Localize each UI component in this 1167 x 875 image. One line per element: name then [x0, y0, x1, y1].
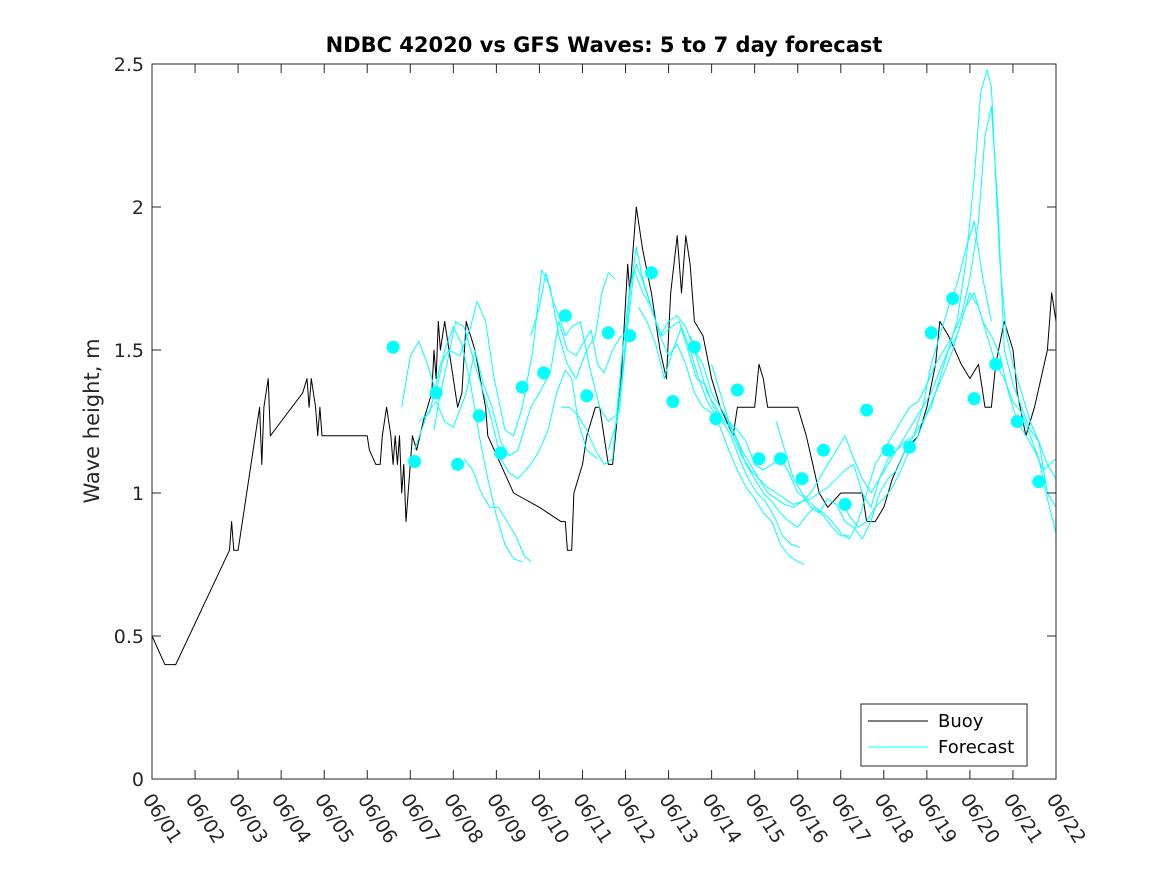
forecast-marker-19 — [774, 452, 787, 466]
plot-background — [152, 64, 1056, 779]
x-tick-label: 06/14 — [697, 790, 745, 848]
y-tick-label: 2 — [132, 197, 144, 219]
legend-label-buoy: Buoy — [938, 711, 984, 732]
forecast-line-11 — [711, 106, 1057, 540]
forecast-marker-10 — [580, 389, 594, 403]
series-layer — [151, 69, 1057, 666]
forecast-line-9 — [637, 292, 1057, 508]
forecast-marker-1 — [386, 340, 400, 354]
forecast-marker-12 — [623, 329, 637, 343]
y-tick-label: 1.5 — [114, 340, 144, 362]
y-tick-label: 1 — [132, 483, 144, 505]
x-tick-label: 06/04 — [267, 790, 315, 848]
forecast-marker-11 — [601, 326, 615, 340]
forecast-line-1 — [401, 326, 523, 563]
forecast-marker-4 — [451, 457, 465, 471]
legend: Buoy Forecast — [860, 703, 1028, 767]
forecast-marker-25 — [903, 440, 917, 454]
x-tick-label: 06/16 — [784, 790, 832, 848]
forecast-marker-22 — [838, 497, 852, 511]
forecast-marker-29 — [989, 357, 1003, 371]
forecast-marker-9 — [558, 309, 572, 323]
forecast-marker-14 — [666, 395, 680, 408]
forecast-marker-5 — [472, 409, 486, 423]
x-tick-label: 06/03 — [224, 790, 272, 848]
forecast-marker-27 — [946, 292, 960, 305]
x-tick-label: 06/17 — [827, 790, 875, 848]
forecast-marker-21 — [817, 443, 830, 457]
forecast-marker-3 — [429, 386, 443, 400]
forecast-marker-26 — [924, 326, 938, 340]
forecast-marker-13 — [644, 266, 658, 280]
legend-box — [860, 703, 1028, 767]
chart-title: NDBC 42020 vs GFS Waves: 5 to 7 day fore… — [326, 33, 883, 57]
x-tick-label: 06/19 — [913, 790, 961, 848]
forecast-marker-6 — [494, 446, 508, 460]
legend-label-forecast: Forecast — [938, 737, 1014, 758]
x-tick-label: 06/18 — [870, 790, 918, 848]
forecast-marker-2 — [408, 455, 422, 468]
y-tick-label: 0.5 — [114, 626, 144, 648]
forecast-marker-31 — [1032, 475, 1046, 489]
x-tick-label: 06/20 — [956, 790, 1004, 848]
axes-box — [151, 63, 1057, 780]
forecast-marker-23 — [860, 403, 874, 417]
x-tick-label: 06/01 — [138, 790, 186, 848]
forecast-marker-18 — [752, 452, 766, 466]
x-tick-label: 06/09 — [482, 790, 530, 848]
forecast-marker-16 — [709, 412, 723, 426]
x-tick-label: 06/10 — [525, 790, 573, 848]
x-tick-label: 06/05 — [310, 790, 358, 848]
forecast-line-7 — [561, 263, 801, 548]
forecast-line-13 — [840, 292, 1057, 534]
forecast-marker-30 — [1010, 415, 1024, 428]
forecast-marker-8 — [537, 366, 551, 380]
buoy-series-line — [151, 206, 1057, 666]
x-tick-label: 06/22 — [1042, 790, 1090, 848]
x-tick-label: 06/02 — [181, 790, 229, 848]
forecast-line-2 — [418, 269, 616, 437]
x-tick-label: 06/15 — [740, 790, 788, 848]
forecast-line-12 — [775, 69, 1057, 540]
forecast-line-6 — [530, 269, 805, 565]
forecast-line-10 — [689, 220, 992, 508]
forecast-marker-28 — [967, 392, 981, 406]
forecast-line-5 — [463, 458, 532, 562]
forecast-marker-7 — [515, 380, 529, 394]
x-tick-label: 06/06 — [353, 790, 401, 848]
x-tick-label: 06/08 — [439, 790, 487, 848]
y-axis-label: Wave height, m — [80, 338, 104, 503]
forecast-line-4 — [433, 320, 598, 480]
forecast-line-3 — [414, 320, 622, 457]
y-tick-label: 0 — [132, 769, 144, 791]
forecast-marker-15 — [687, 340, 701, 354]
forecast-marker-20 — [795, 472, 809, 486]
forecast-marker-24 — [881, 443, 895, 457]
x-tick-label: 06/12 — [611, 790, 659, 848]
x-tick-label: 06/11 — [568, 790, 616, 848]
x-tick-label: 06/13 — [654, 790, 702, 848]
forecast-marker-17 — [730, 383, 744, 397]
x-tick-label: 06/21 — [999, 790, 1047, 848]
y-tick-label: 2.5 — [114, 54, 144, 76]
x-tick-label: 06/07 — [396, 790, 444, 848]
